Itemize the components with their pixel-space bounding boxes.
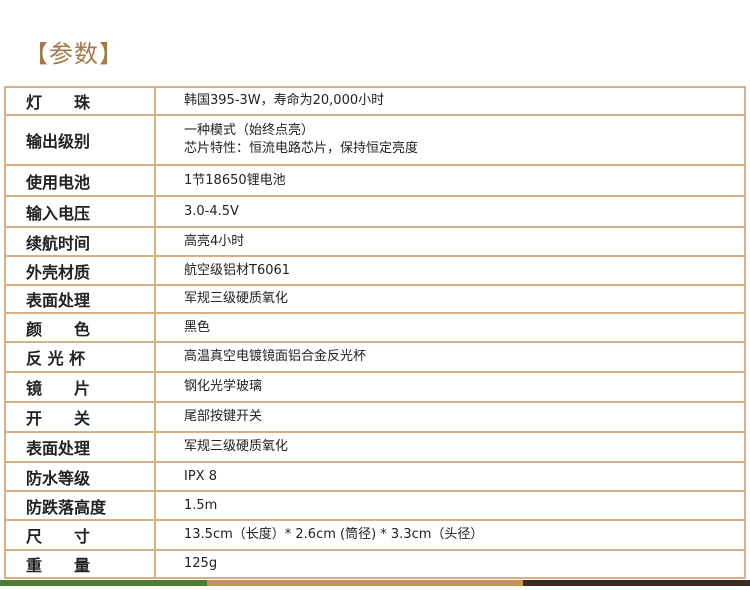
- footer-bar-green: [0, 580, 207, 586]
- spec-value: 1节18650锂电池: [154, 164, 746, 197]
- spec-value-line: IPX 8: [184, 468, 217, 484]
- spec-value: IPX 8: [154, 461, 746, 492]
- spec-row: 防水等级 IPX 8: [4, 461, 746, 492]
- spec-label: 输出级别: [4, 114, 156, 166]
- spec-label: 使用电池: [4, 164, 156, 197]
- spec-value-line: 125g: [184, 556, 218, 571]
- spec-value-line: 航空级铝材T6061: [184, 262, 291, 278]
- spec-value-line: 钢化光学玻璃: [184, 379, 263, 394]
- spec-value-line: 一种模式（始终点亮）: [184, 123, 315, 138]
- spec-value-line: 韩国395-3W，寿命为20,000小时: [184, 93, 385, 108]
- spec-label: 开 关: [4, 401, 156, 433]
- spec-value-line: 13.5cm（长度）* 2.6cm (筒径) * 3.3cm（头径）: [184, 527, 484, 542]
- spec-label: 表面处理: [4, 284, 156, 314]
- spec-label: 防水等级: [4, 461, 156, 492]
- section-title: 【参数】: [24, 40, 124, 68]
- footer-bar-tan: [207, 580, 523, 586]
- spec-row: 输入电压 3.0-4.5V: [4, 195, 746, 228]
- spec-row: 灯 珠 韩国395-3W，寿命为20,000小时: [4, 86, 746, 116]
- spec-label: 尺 寸: [4, 519, 156, 551]
- spec-value: 军规三级硬质氧化: [154, 431, 746, 463]
- spec-label: 颜 色: [4, 312, 156, 343]
- spec-value: 一种模式（始终点亮） 芯片特性：恒流电路芯片，保持恒定亮度: [154, 114, 746, 166]
- spec-value-line: 黑色: [184, 319, 211, 335]
- spec-value: 尾部按键开关: [154, 401, 746, 433]
- spec-value-line: 1.5m: [184, 497, 218, 513]
- spec-value: 高亮4小时: [154, 226, 746, 257]
- spec-value-line: 军规三级硬质氧化: [184, 439, 289, 454]
- spec-row: 颜 色 黑色: [4, 312, 746, 343]
- spec-label: 重 量: [4, 549, 156, 579]
- spec-row: 输出级别 一种模式（始终点亮） 芯片特性：恒流电路芯片，保持恒定亮度: [4, 114, 746, 166]
- spec-value-line: 芯片特性：恒流电路芯片，保持恒定亮度: [184, 141, 419, 156]
- spec-value-line: 军规三级硬质氧化: [184, 291, 289, 306]
- spec-value-line: 1节18650锂电池: [184, 172, 286, 188]
- spec-row: 尺 寸 13.5cm（长度）* 2.6cm (筒径) * 3.3cm（头径）: [4, 519, 746, 551]
- spec-value: 韩国395-3W，寿命为20,000小时: [154, 86, 746, 116]
- spec-value: 1.5m: [154, 490, 746, 521]
- spec-value: 3.0-4.5V: [154, 195, 746, 228]
- spec-value: 钢化光学玻璃: [154, 371, 746, 403]
- spec-row: 使用电池 1节18650锂电池: [4, 164, 746, 197]
- spec-value: 125g: [154, 549, 746, 579]
- spec-row: 开 关 尾部按键开关: [4, 401, 746, 433]
- spec-row: 续航时间 高亮4小时: [4, 226, 746, 257]
- spec-value-line: 高亮4小时: [184, 233, 245, 249]
- spec-label: 防跌落高度: [4, 490, 156, 521]
- spec-row: 重 量 125g: [4, 549, 746, 579]
- spec-value-line: 高温真空电镀镜面铝合金反光杯: [184, 349, 367, 364]
- spec-row: 镜 片 钢化光学玻璃: [4, 371, 746, 403]
- spec-row: 表面处理 军规三级硬质氧化: [4, 284, 746, 314]
- spec-label: 镜 片: [4, 371, 156, 403]
- spec-row: 防跌落高度 1.5m: [4, 490, 746, 521]
- spec-value: 黑色: [154, 312, 746, 343]
- spec-label: 外壳材质: [4, 255, 156, 286]
- spec-value: 航空级铝材T6061: [154, 255, 746, 286]
- spec-value-line: 3.0-4.5V: [184, 203, 239, 219]
- spec-row: 反 光 杯 高温真空电镀镜面铝合金反光杯: [4, 341, 746, 373]
- spec-row: 表面处理 军规三级硬质氧化: [4, 431, 746, 463]
- spec-label: 续航时间: [4, 226, 156, 257]
- spec-value-line: 尾部按键开关: [184, 409, 263, 424]
- spec-value: 高温真空电镀镜面铝合金反光杯: [154, 341, 746, 373]
- spec-label: 输入电压: [4, 195, 156, 228]
- spec-label: 表面处理: [4, 431, 156, 463]
- spec-value: 军规三级硬质氧化: [154, 284, 746, 314]
- spec-label: 反 光 杯: [4, 341, 156, 373]
- spec-label: 灯 珠: [4, 86, 156, 116]
- spec-value: 13.5cm（长度）* 2.6cm (筒径) * 3.3cm（头径）: [154, 519, 746, 551]
- footer-bar-brown: [523, 580, 750, 586]
- spec-table: 灯 珠 韩国395-3W，寿命为20,000小时输出级别 一种模式（始终点亮） 芯片特…: [4, 86, 746, 579]
- spec-row: 外壳材质 航空级铝材T6061: [4, 255, 746, 286]
